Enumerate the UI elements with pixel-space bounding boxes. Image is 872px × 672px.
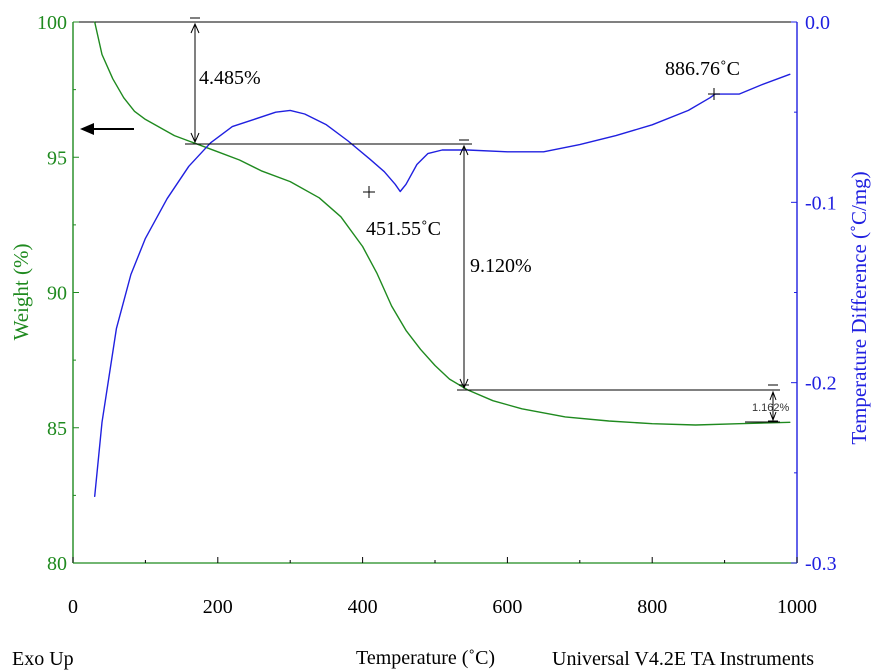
exo-up-label: Exo Up [12, 648, 74, 670]
x-tick-label: 1000 [777, 596, 817, 618]
step3-arrow-head-top [769, 390, 777, 401]
series-layer [93, 21, 791, 497]
step1-arrow-head-top [190, 22, 200, 34]
left-axis-arrow-head [80, 123, 94, 135]
step3-arrow-head-bottom [769, 411, 777, 422]
left-y-tick-label: 95 [47, 147, 67, 169]
x-tick-label: 200 [203, 596, 233, 618]
right-y-tick-label: -0.2 [805, 373, 837, 395]
step1-label: 4.485% [199, 67, 261, 89]
x-tick-label: 600 [492, 596, 522, 618]
step2-arrow-head-top [459, 144, 469, 156]
step2-arrow-head-bottom [459, 378, 469, 390]
instrument-label: Universal V4.2E TA Instruments [552, 648, 814, 670]
peak2-label: 886.76˚C [665, 58, 740, 80]
peak-markers [363, 88, 720, 198]
right-y-tick-label: 0.0 [805, 12, 830, 34]
left-axis-title: Weight (%) [9, 244, 33, 341]
left-axis-arrow [80, 123, 134, 135]
x-axis-title: Temperature (˚C) [356, 647, 495, 669]
x-tick-label: 0 [68, 596, 78, 618]
right-y-tick-label: -0.1 [805, 192, 837, 214]
left-y-tick-label: 90 [47, 283, 67, 305]
dta-curve-line [93, 73, 791, 497]
step3-label: 1.162% [752, 402, 790, 414]
left-y-tick-label: 80 [47, 553, 67, 575]
right-y-tick-label: -0.3 [805, 553, 837, 575]
right-axis-title: Temperature Difference (˚C/mg) [847, 171, 871, 444]
ticks-layer: 0 200 400 600 800 1000 80 85 90 95 100 -0.3 -0.2 -0.1… [37, 12, 837, 618]
step2-label: 9.120% [470, 255, 532, 277]
step1-arrow-head-bottom [190, 132, 200, 144]
left-y-tick-label: 100 [37, 12, 67, 34]
x-tick-label: 400 [348, 596, 378, 618]
step-markers [95, 17, 780, 423]
peak1-label: 451.55˚C [366, 218, 441, 240]
weight-curve-line [93, 21, 791, 426]
left-y-tick-label: 85 [47, 418, 67, 440]
x-tick-label: 800 [637, 596, 667, 618]
